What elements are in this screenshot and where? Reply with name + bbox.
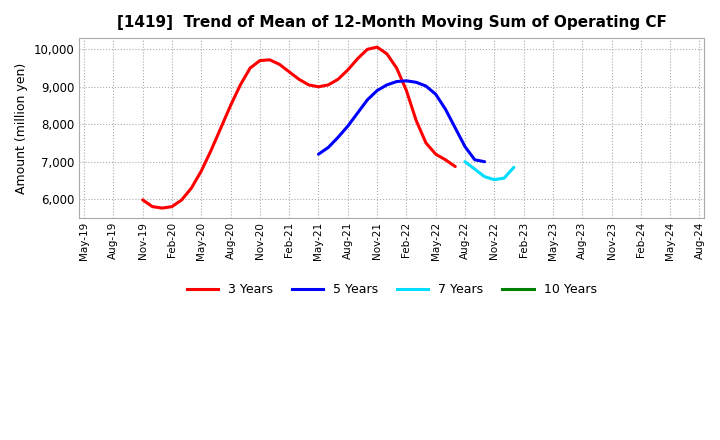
Y-axis label: Amount (million yen): Amount (million yen) — [15, 62, 28, 194]
Title: [1419]  Trend of Mean of 12-Month Moving Sum of Operating CF: [1419] Trend of Mean of 12-Month Moving … — [117, 15, 667, 30]
Legend: 3 Years, 5 Years, 7 Years, 10 Years: 3 Years, 5 Years, 7 Years, 10 Years — [182, 279, 601, 301]
